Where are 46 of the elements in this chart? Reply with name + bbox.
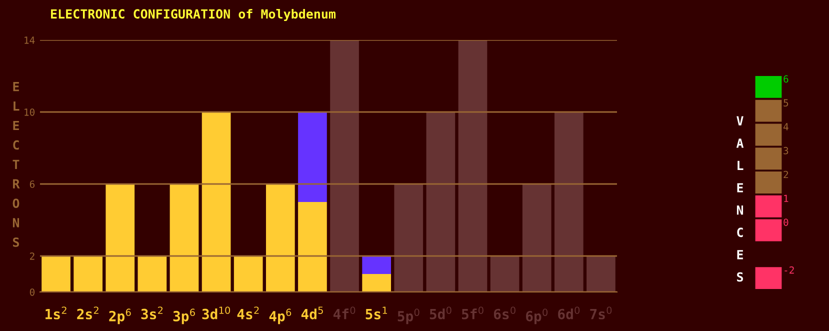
bar bbox=[394, 184, 424, 292]
y-tick-label: 10 bbox=[24, 108, 35, 116]
x-tick-label: 2p$^{6}$ bbox=[109, 308, 131, 324]
bar bbox=[234, 256, 263, 292]
bar bbox=[522, 184, 552, 292]
x-tick-label: 5s$^{1}$ bbox=[366, 306, 387, 320]
category-label: 1 bbox=[784, 194, 788, 202]
category-label: 2 bbox=[784, 170, 788, 178]
bar bbox=[362, 256, 392, 274]
bar bbox=[74, 256, 103, 292]
x-tick-label: 4s$^{2}$ bbox=[237, 306, 259, 320]
category-label: 3 bbox=[784, 146, 788, 154]
x-tick-label: 4d$^{5}$ bbox=[301, 306, 323, 320]
bar bbox=[170, 184, 199, 292]
text: VALENCES bbox=[736, 116, 744, 282]
bar bbox=[362, 274, 392, 292]
bar bbox=[266, 184, 295, 292]
bar bbox=[554, 112, 584, 292]
bar bbox=[298, 202, 327, 292]
bar bbox=[330, 40, 359, 292]
category-label: 5 bbox=[784, 99, 788, 107]
y-tick-label: 0 bbox=[30, 288, 35, 296]
x-tick-label: 3s$^{2}$ bbox=[141, 306, 163, 320]
y-tick-label: 2 bbox=[30, 252, 34, 260]
x-tick-label: 1s$^{2}$ bbox=[46, 306, 66, 320]
category-label: -2 bbox=[784, 266, 794, 274]
x-tick-label: 4p$^{6}$ bbox=[269, 308, 292, 324]
bar bbox=[490, 256, 520, 292]
text: ELECTRONS bbox=[12, 82, 20, 247]
bar bbox=[426, 112, 456, 292]
bar bbox=[586, 256, 616, 292]
y-tick-label: 14 bbox=[24, 36, 35, 44]
bar bbox=[458, 40, 488, 292]
bar bbox=[42, 256, 70, 292]
category-label: 6 bbox=[784, 75, 788, 83]
x-tick-label: 2s$^{2}$ bbox=[77, 306, 98, 320]
bar bbox=[106, 184, 135, 292]
category-label: 0 bbox=[784, 218, 788, 226]
chart-title: ELECTRONIC CONFIGURATION of Molybdenum bbox=[51, 8, 336, 22]
bar bbox=[298, 112, 327, 202]
x-tick-label: 3p$^{6}$ bbox=[173, 308, 195, 324]
bar bbox=[138, 256, 167, 292]
category-label: 4 bbox=[783, 123, 788, 130]
y-tick-label: 6 bbox=[30, 180, 35, 188]
bar bbox=[202, 112, 231, 292]
x-tick-label: 3d$^{10}$ bbox=[202, 306, 230, 320]
